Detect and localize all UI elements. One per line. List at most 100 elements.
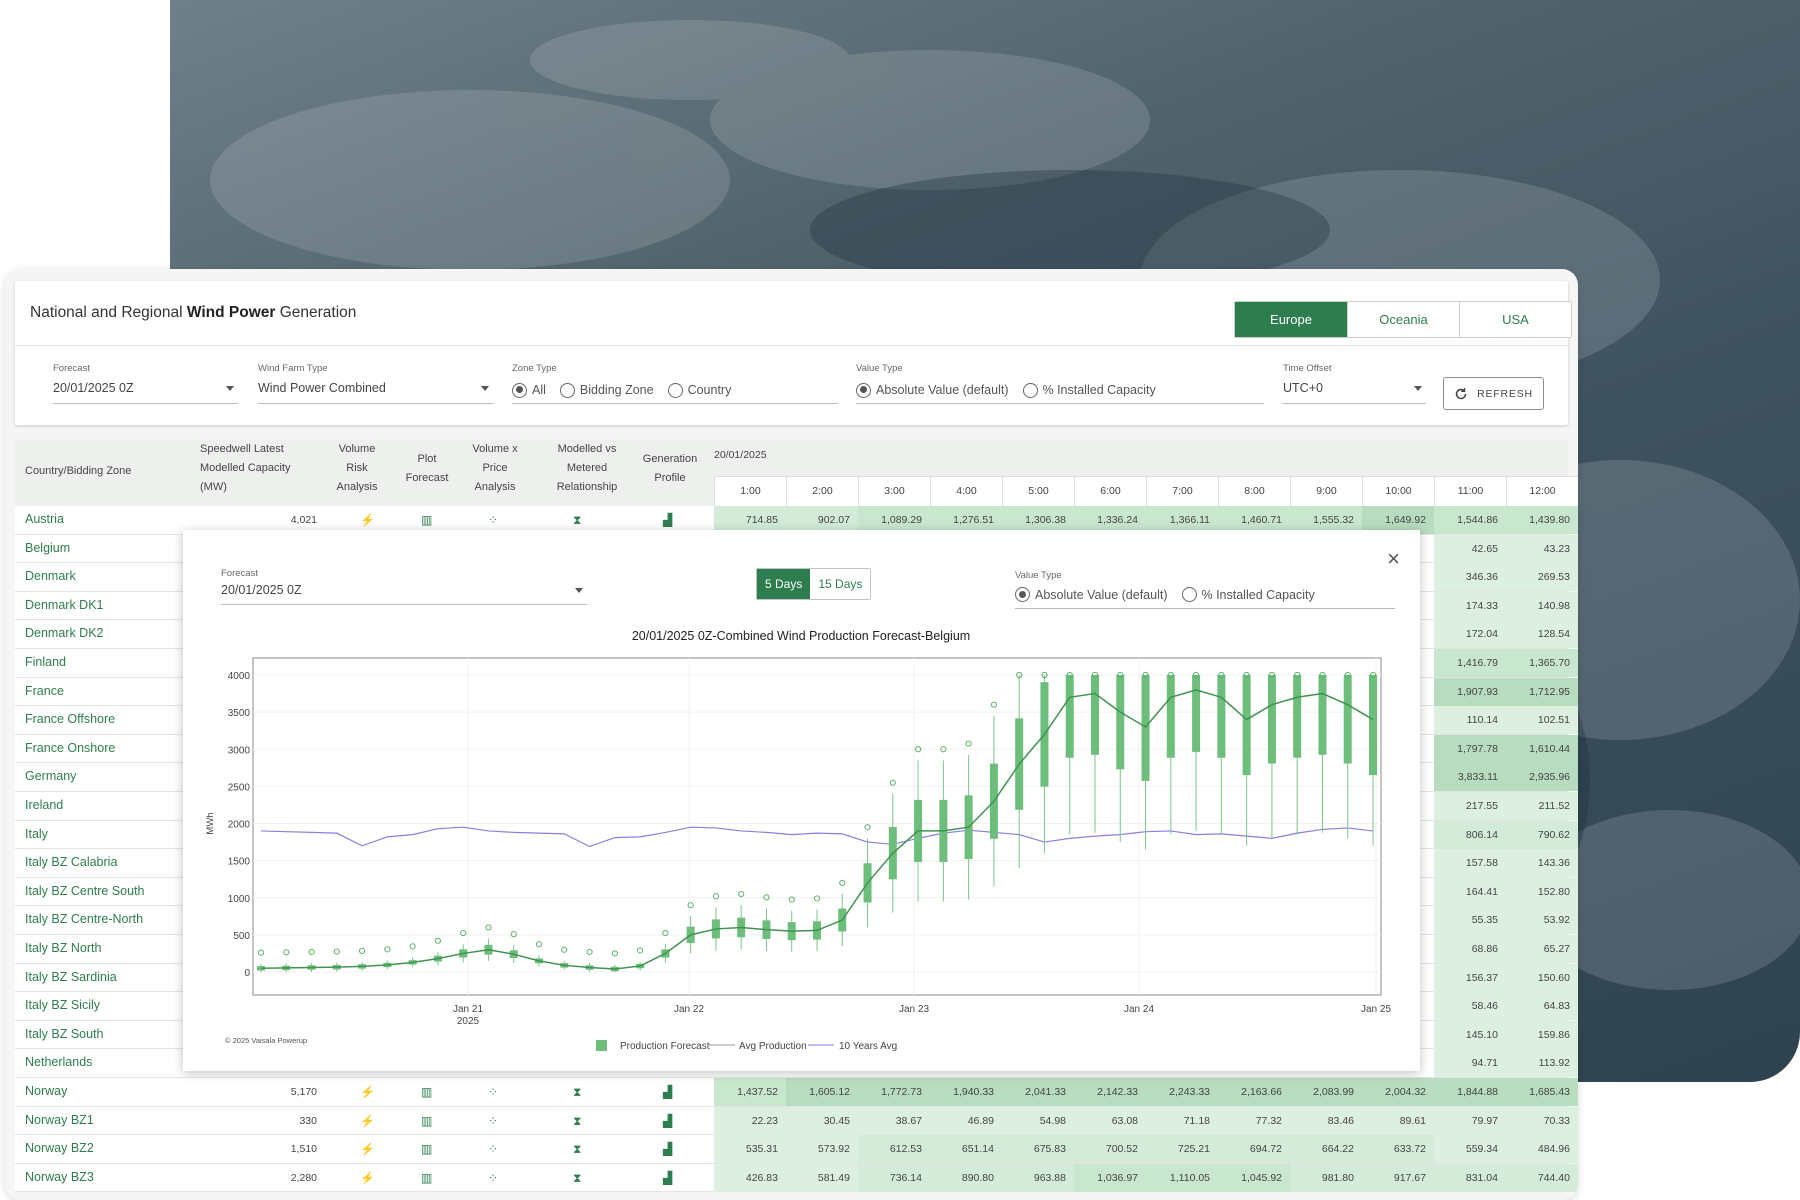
forecast-cell: 65.27 bbox=[1506, 935, 1578, 963]
zone-radio-all[interactable]: All bbox=[512, 379, 546, 401]
modal-value-radio-percent[interactable]: % Installed Capacity bbox=[1181, 587, 1315, 602]
bar-chart-icon[interactable]: ▥ bbox=[421, 1142, 433, 1157]
close-icon[interactable]: × bbox=[1387, 546, 1400, 571]
time-offset-select[interactable]: Time Offset UTC+0 bbox=[1283, 363, 1426, 404]
header-hour: 12:00 bbox=[1506, 476, 1578, 506]
country-link[interactable]: Belgium bbox=[25, 540, 71, 555]
relationship-icon[interactable]: ⧗ bbox=[573, 1113, 582, 1128]
relationship-icon[interactable]: ⧗ bbox=[573, 1142, 582, 1157]
outlier-point bbox=[384, 946, 391, 953]
table-row[interactable]: Norway BZ2 1,510 ⚡ ▥ ⁘ ⧗ ▟ 535.31 573.92 612.53 65… bbox=[15, 1135, 1578, 1164]
outlier-point bbox=[333, 948, 340, 955]
tab-europe[interactable]: Europe bbox=[1235, 302, 1347, 337]
generation-profile-icon[interactable]: ▟ bbox=[663, 1113, 673, 1128]
bar-chart-icon[interactable]: ▥ bbox=[421, 513, 433, 527]
value-radio-percent[interactable]: % Installed Capacity bbox=[1022, 379, 1156, 401]
forecast-cell: 145.10 bbox=[1434, 1020, 1506, 1049]
table-row[interactable]: Norway 5,170 ⚡ ▥ ⁘ ⧗ ▟ 1,437.52 1,605.12 1,772.73… bbox=[15, 1078, 1578, 1107]
tab-usa[interactable]: USA bbox=[1459, 302, 1571, 337]
chart-title: 20/01/2025 0Z-Combined Wind Production F… bbox=[632, 629, 970, 643]
country-link[interactable]: Italy bbox=[25, 826, 48, 841]
filter-header: National and Regional Wind Power Generat… bbox=[15, 281, 1572, 425]
relationship-icon[interactable]: ⧗ bbox=[573, 513, 582, 527]
tab-oceania[interactable]: Oceania bbox=[1347, 302, 1459, 337]
range-15-days[interactable]: 15 Days bbox=[810, 569, 871, 599]
country-link[interactable]: France Onshore bbox=[25, 740, 116, 755]
country-link[interactable]: Italy BZ Calabria bbox=[25, 855, 118, 870]
scatter-icon[interactable]: ⁘ bbox=[488, 513, 499, 527]
header-hour: 10:00 bbox=[1362, 476, 1434, 506]
scatter-icon[interactable]: ⁘ bbox=[488, 1113, 499, 1128]
forecast-cell: 211.52 bbox=[1506, 792, 1578, 820]
country-link[interactable]: France Offshore bbox=[25, 712, 116, 727]
modal-forecast-select[interactable]: Forecast 20/01/2025 0Z bbox=[221, 568, 587, 605]
country-link[interactable]: Finland bbox=[25, 655, 66, 669]
country-link[interactable]: France bbox=[25, 683, 64, 698]
country-link[interactable]: Norway BZ3 bbox=[25, 1169, 94, 1184]
country-link[interactable]: Italy BZ Sardinia bbox=[25, 969, 117, 984]
country-link[interactable]: Norway BZ1 bbox=[25, 1112, 94, 1127]
zone-radio-country[interactable]: Country bbox=[667, 379, 731, 401]
country-link[interactable]: Germany bbox=[25, 769, 77, 784]
country-link[interactable]: Denmark bbox=[25, 569, 76, 584]
country-link[interactable]: Italy BZ Centre South bbox=[25, 883, 145, 898]
volume-risk-icon[interactable]: ⚡ bbox=[360, 513, 375, 527]
value-radio-absolute[interactable]: Absolute Value (default) bbox=[856, 379, 1009, 401]
table-row[interactable]: Norway BZ3 2,280 ⚡ ▥ ⁘ ⧗ ▟ 426.83 581.49 736.14 89… bbox=[15, 1163, 1578, 1193]
header-divider bbox=[15, 345, 1568, 346]
header-plot-forecast: Plot Forecast bbox=[405, 453, 449, 484]
forecast-cell: 725.21 bbox=[1146, 1135, 1218, 1164]
scatter-icon[interactable]: ⁘ bbox=[488, 1142, 499, 1157]
scatter-icon[interactable]: ⁘ bbox=[488, 1170, 499, 1185]
generation-profile-icon[interactable]: ▟ bbox=[663, 513, 673, 527]
forecast-cell: 42.65 bbox=[1434, 534, 1506, 563]
forecast-cell: 426.83 bbox=[714, 1163, 786, 1192]
forecast-select[interactable]: Forecast 20/01/2025 0Z bbox=[53, 363, 238, 404]
volume-risk-icon[interactable]: ⚡ bbox=[360, 1085, 375, 1099]
relationship-icon[interactable]: ⧗ bbox=[573, 1085, 582, 1099]
bar-chart-icon[interactable]: ▥ bbox=[421, 1170, 433, 1185]
forecast-chart: 20/01/2025 0Z-Combined Wind Production F… bbox=[205, 629, 1391, 1052]
modal-value-radio-absolute[interactable]: Absolute Value (default) bbox=[1015, 587, 1168, 602]
table-row[interactable]: Norway BZ1 330 ⚡ ▥ ⁘ ⧗ ▟ 22.23 30.45 38.67 46.89 54… bbox=[15, 1106, 1578, 1136]
volume-risk-icon[interactable]: ⚡ bbox=[360, 1170, 375, 1185]
volume-risk-icon[interactable]: ⚡ bbox=[360, 1142, 375, 1157]
outlier-point bbox=[687, 902, 694, 909]
country-link[interactable]: Ireland bbox=[25, 798, 64, 812]
scatter-icon[interactable]: ⁘ bbox=[488, 1085, 499, 1099]
forecast-cell: 484.96 bbox=[1506, 1135, 1578, 1164]
bar-chart-icon[interactable]: ▥ bbox=[421, 1085, 433, 1099]
relationship-icon[interactable]: ⧗ bbox=[573, 1170, 582, 1185]
zone-radio-bidding[interactable]: Bidding Zone bbox=[559, 379, 654, 401]
bar-chart-icon[interactable]: ▥ bbox=[421, 1113, 433, 1128]
outlier-point bbox=[409, 943, 416, 950]
generation-profile-icon[interactable]: ▟ bbox=[663, 1142, 673, 1157]
chevron-down-icon bbox=[575, 588, 583, 593]
generation-profile-icon[interactable]: ▟ bbox=[663, 1170, 673, 1185]
y-tick-label: 3500 bbox=[228, 708, 251, 719]
box bbox=[1242, 675, 1251, 776]
country-link[interactable]: Italy BZ South bbox=[25, 1026, 104, 1041]
refresh-button[interactable]: REFRESH bbox=[1443, 377, 1544, 410]
farm-type-select[interactable]: Wind Farm Type Wind Power Combined bbox=[258, 363, 493, 404]
country-link[interactable]: Norway bbox=[25, 1084, 68, 1098]
outlier-point bbox=[358, 947, 366, 954]
country-link[interactable]: Italy BZ Sicily bbox=[25, 998, 101, 1013]
country-link[interactable]: Denmark DK1 bbox=[25, 597, 104, 612]
volume-risk-icon[interactable]: ⚡ bbox=[360, 1113, 375, 1128]
country-link[interactable]: Italy BZ Centre-North bbox=[25, 912, 144, 927]
country-link[interactable]: Austria bbox=[25, 512, 64, 526]
range-5-days[interactable]: 5 Days bbox=[757, 569, 811, 599]
forecast-cell: 1,416.79 bbox=[1434, 649, 1506, 677]
country-link[interactable]: Denmark DK2 bbox=[25, 626, 104, 641]
forecast-cell: 736.14 bbox=[858, 1163, 930, 1192]
header-country: Country/Bidding Zone bbox=[25, 465, 132, 477]
table-row[interactable]: Austria 4,021 ⚡ ▥ ⁘ ⧗ ▟ 714.85 902.07 1,089.29 1,2… bbox=[15, 506, 1578, 535]
forecast-cell: 1,036.97 bbox=[1074, 1163, 1146, 1192]
country-link[interactable]: Netherlands bbox=[25, 1055, 93, 1070]
forecast-cell: 70.33 bbox=[1506, 1106, 1578, 1135]
generation-profile-icon[interactable]: ▟ bbox=[663, 1085, 673, 1099]
country-link[interactable]: Italy BZ North bbox=[25, 941, 102, 955]
outlier-point bbox=[1319, 671, 1326, 679]
country-link[interactable]: Norway BZ2 bbox=[25, 1141, 94, 1156]
